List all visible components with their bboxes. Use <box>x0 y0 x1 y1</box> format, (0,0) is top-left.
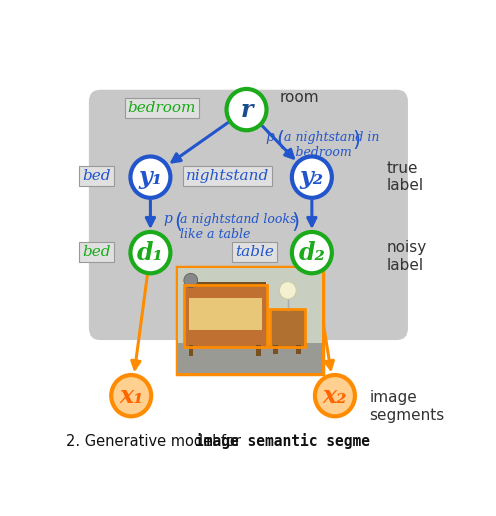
Text: a nightstand looks
like a table: a nightstand looks like a table <box>181 213 297 241</box>
Text: d₁: d₁ <box>137 240 164 265</box>
Text: (: ( <box>174 212 182 232</box>
Text: bedroom: bedroom <box>127 102 196 116</box>
FancyBboxPatch shape <box>271 310 304 346</box>
Circle shape <box>130 232 171 273</box>
Text: true
label: true label <box>387 161 424 194</box>
Text: x₁: x₁ <box>119 384 143 408</box>
FancyBboxPatch shape <box>179 268 322 373</box>
Circle shape <box>315 375 355 416</box>
Text: 2. Generative model for: 2. Generative model for <box>66 434 246 449</box>
FancyBboxPatch shape <box>297 345 301 354</box>
FancyBboxPatch shape <box>185 282 266 302</box>
Text: bed: bed <box>82 169 111 183</box>
Text: d₂: d₂ <box>299 240 325 265</box>
Text: p: p <box>266 130 275 144</box>
Text: p: p <box>163 212 172 225</box>
Circle shape <box>130 156 171 198</box>
Text: bed: bed <box>82 245 111 259</box>
Text: (: ( <box>276 130 285 150</box>
Circle shape <box>227 89 266 130</box>
Text: x₂: x₂ <box>323 384 347 408</box>
Text: noisy
label: noisy label <box>387 240 427 273</box>
Text: r: r <box>240 98 253 122</box>
FancyBboxPatch shape <box>189 345 193 356</box>
FancyBboxPatch shape <box>89 90 408 340</box>
FancyBboxPatch shape <box>189 298 262 330</box>
Circle shape <box>279 282 296 299</box>
Text: y₁: y₁ <box>138 165 163 189</box>
Circle shape <box>184 273 198 287</box>
Circle shape <box>292 232 332 273</box>
Text: nightstand: nightstand <box>186 169 269 183</box>
Text: image semantic segme: image semantic segme <box>194 433 370 449</box>
Text: y₂: y₂ <box>300 165 324 189</box>
Text: table: table <box>235 245 274 259</box>
Circle shape <box>292 156 332 198</box>
FancyBboxPatch shape <box>273 345 278 354</box>
Text: image
segments: image segments <box>370 390 445 423</box>
Text: room: room <box>279 90 319 105</box>
FancyBboxPatch shape <box>178 267 323 374</box>
FancyBboxPatch shape <box>185 286 266 346</box>
Text: a nightstand in
a bedroom: a nightstand in a bedroom <box>284 132 379 159</box>
FancyBboxPatch shape <box>179 343 322 373</box>
Text: ): ) <box>352 130 361 150</box>
Text: ): ) <box>291 212 299 232</box>
FancyBboxPatch shape <box>256 345 261 356</box>
Circle shape <box>111 375 151 416</box>
